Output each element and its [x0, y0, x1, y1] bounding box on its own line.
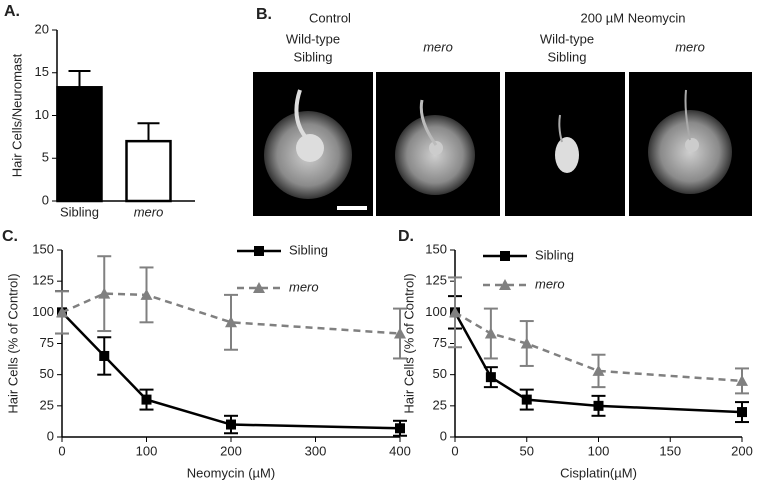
column-title: mero — [423, 39, 453, 54]
y-tick-label: 100 — [425, 304, 447, 319]
column-title: Wild-type — [540, 31, 594, 46]
neuromast — [555, 114, 579, 173]
y-tick-label: 75 — [40, 335, 54, 350]
y-tick-label: 75 — [433, 335, 447, 350]
x-axis-label: Neomycin (µM) — [187, 465, 275, 480]
marker — [99, 350, 110, 361]
y-tick-label: 25 — [433, 397, 447, 412]
x-tick-label: 400 — [389, 443, 411, 458]
y-axis-label: Hair Cells (% of Control) — [401, 273, 416, 413]
legend-label: Sibling — [289, 242, 328, 257]
y-tick-label: 50 — [40, 366, 54, 381]
marker — [226, 419, 236, 430]
marker — [592, 364, 605, 376]
legend-marker — [253, 282, 265, 293]
y-tick-label: 100 — [32, 304, 54, 319]
legend-marker — [500, 251, 510, 261]
marker — [485, 372, 496, 383]
y-tick-label: 20 — [35, 21, 49, 36]
y-axis-label: Hair Cells (% of Control) — [5, 273, 20, 413]
micrographs — [253, 72, 752, 216]
legend-marker — [499, 279, 511, 290]
y-tick-label: 0 — [42, 192, 49, 207]
column-title: Wild-type — [286, 31, 340, 46]
legend-label: Sibling — [535, 247, 574, 262]
y-tick-label: 0 — [47, 428, 54, 443]
panel-label: B. — [256, 6, 272, 23]
y-tick-label: 10 — [35, 107, 49, 122]
x-tick-label: 200 — [220, 443, 242, 458]
x-tick-label: 0 — [451, 443, 458, 458]
y-tick-label: 5 — [42, 150, 49, 165]
panel-label: C. — [2, 228, 18, 245]
x-tick-label: 200 — [731, 443, 753, 458]
marker — [449, 306, 461, 318]
y-tick-label: 15 — [35, 64, 49, 79]
group-title: Control — [309, 10, 351, 25]
marker — [484, 327, 497, 339]
y-tick-label: 25 — [40, 397, 54, 412]
bar — [125, 139, 172, 203]
x-tick-label: 150 — [659, 443, 681, 458]
neuromast — [648, 89, 732, 194]
y-tick-label: 125 — [32, 273, 54, 288]
marker — [394, 327, 406, 339]
legend-marker — [254, 246, 264, 256]
legend-label: mero — [289, 279, 319, 294]
marker — [141, 394, 152, 405]
marker — [520, 337, 533, 349]
y-tick-label: 0 — [440, 428, 447, 443]
bar — [56, 86, 103, 203]
marker — [140, 288, 153, 300]
x-tick-label: 300 — [305, 443, 327, 458]
x-tick-label: 100 — [136, 443, 158, 458]
marker — [736, 374, 748, 386]
x-tick-label: Sibling — [60, 204, 99, 219]
x-tick-label: 0 — [58, 443, 65, 458]
marker — [737, 407, 747, 418]
marker — [98, 287, 111, 299]
scale-bar — [337, 206, 367, 210]
neuromast — [395, 99, 475, 195]
x-tick-label: mero — [134, 204, 164, 219]
panel-label: A. — [4, 3, 20, 20]
neuromast — [264, 89, 352, 199]
column-title: mero — [675, 39, 705, 54]
y-tick-label: 150 — [425, 241, 447, 256]
group-title: 200 µM Neomycin — [580, 10, 685, 25]
y-tick-label: 125 — [425, 273, 447, 288]
marker — [521, 394, 532, 405]
y-axis-label: Hair Cells/Neuromast — [9, 53, 24, 177]
column-title: Sibling — [293, 49, 332, 64]
y-tick-label: 50 — [433, 366, 447, 381]
x-axis-label: Cisplatin(µM) — [560, 465, 637, 480]
marker — [56, 306, 68, 318]
marker — [225, 316, 237, 328]
marker — [593, 400, 604, 411]
legend-label: mero — [535, 276, 565, 291]
x-tick-label: 100 — [588, 443, 610, 458]
panel-label: D. — [398, 228, 414, 245]
column-title: Sibling — [547, 49, 586, 64]
x-tick-label: 50 — [520, 443, 534, 458]
y-tick-label: 150 — [32, 241, 54, 256]
marker — [395, 423, 405, 434]
